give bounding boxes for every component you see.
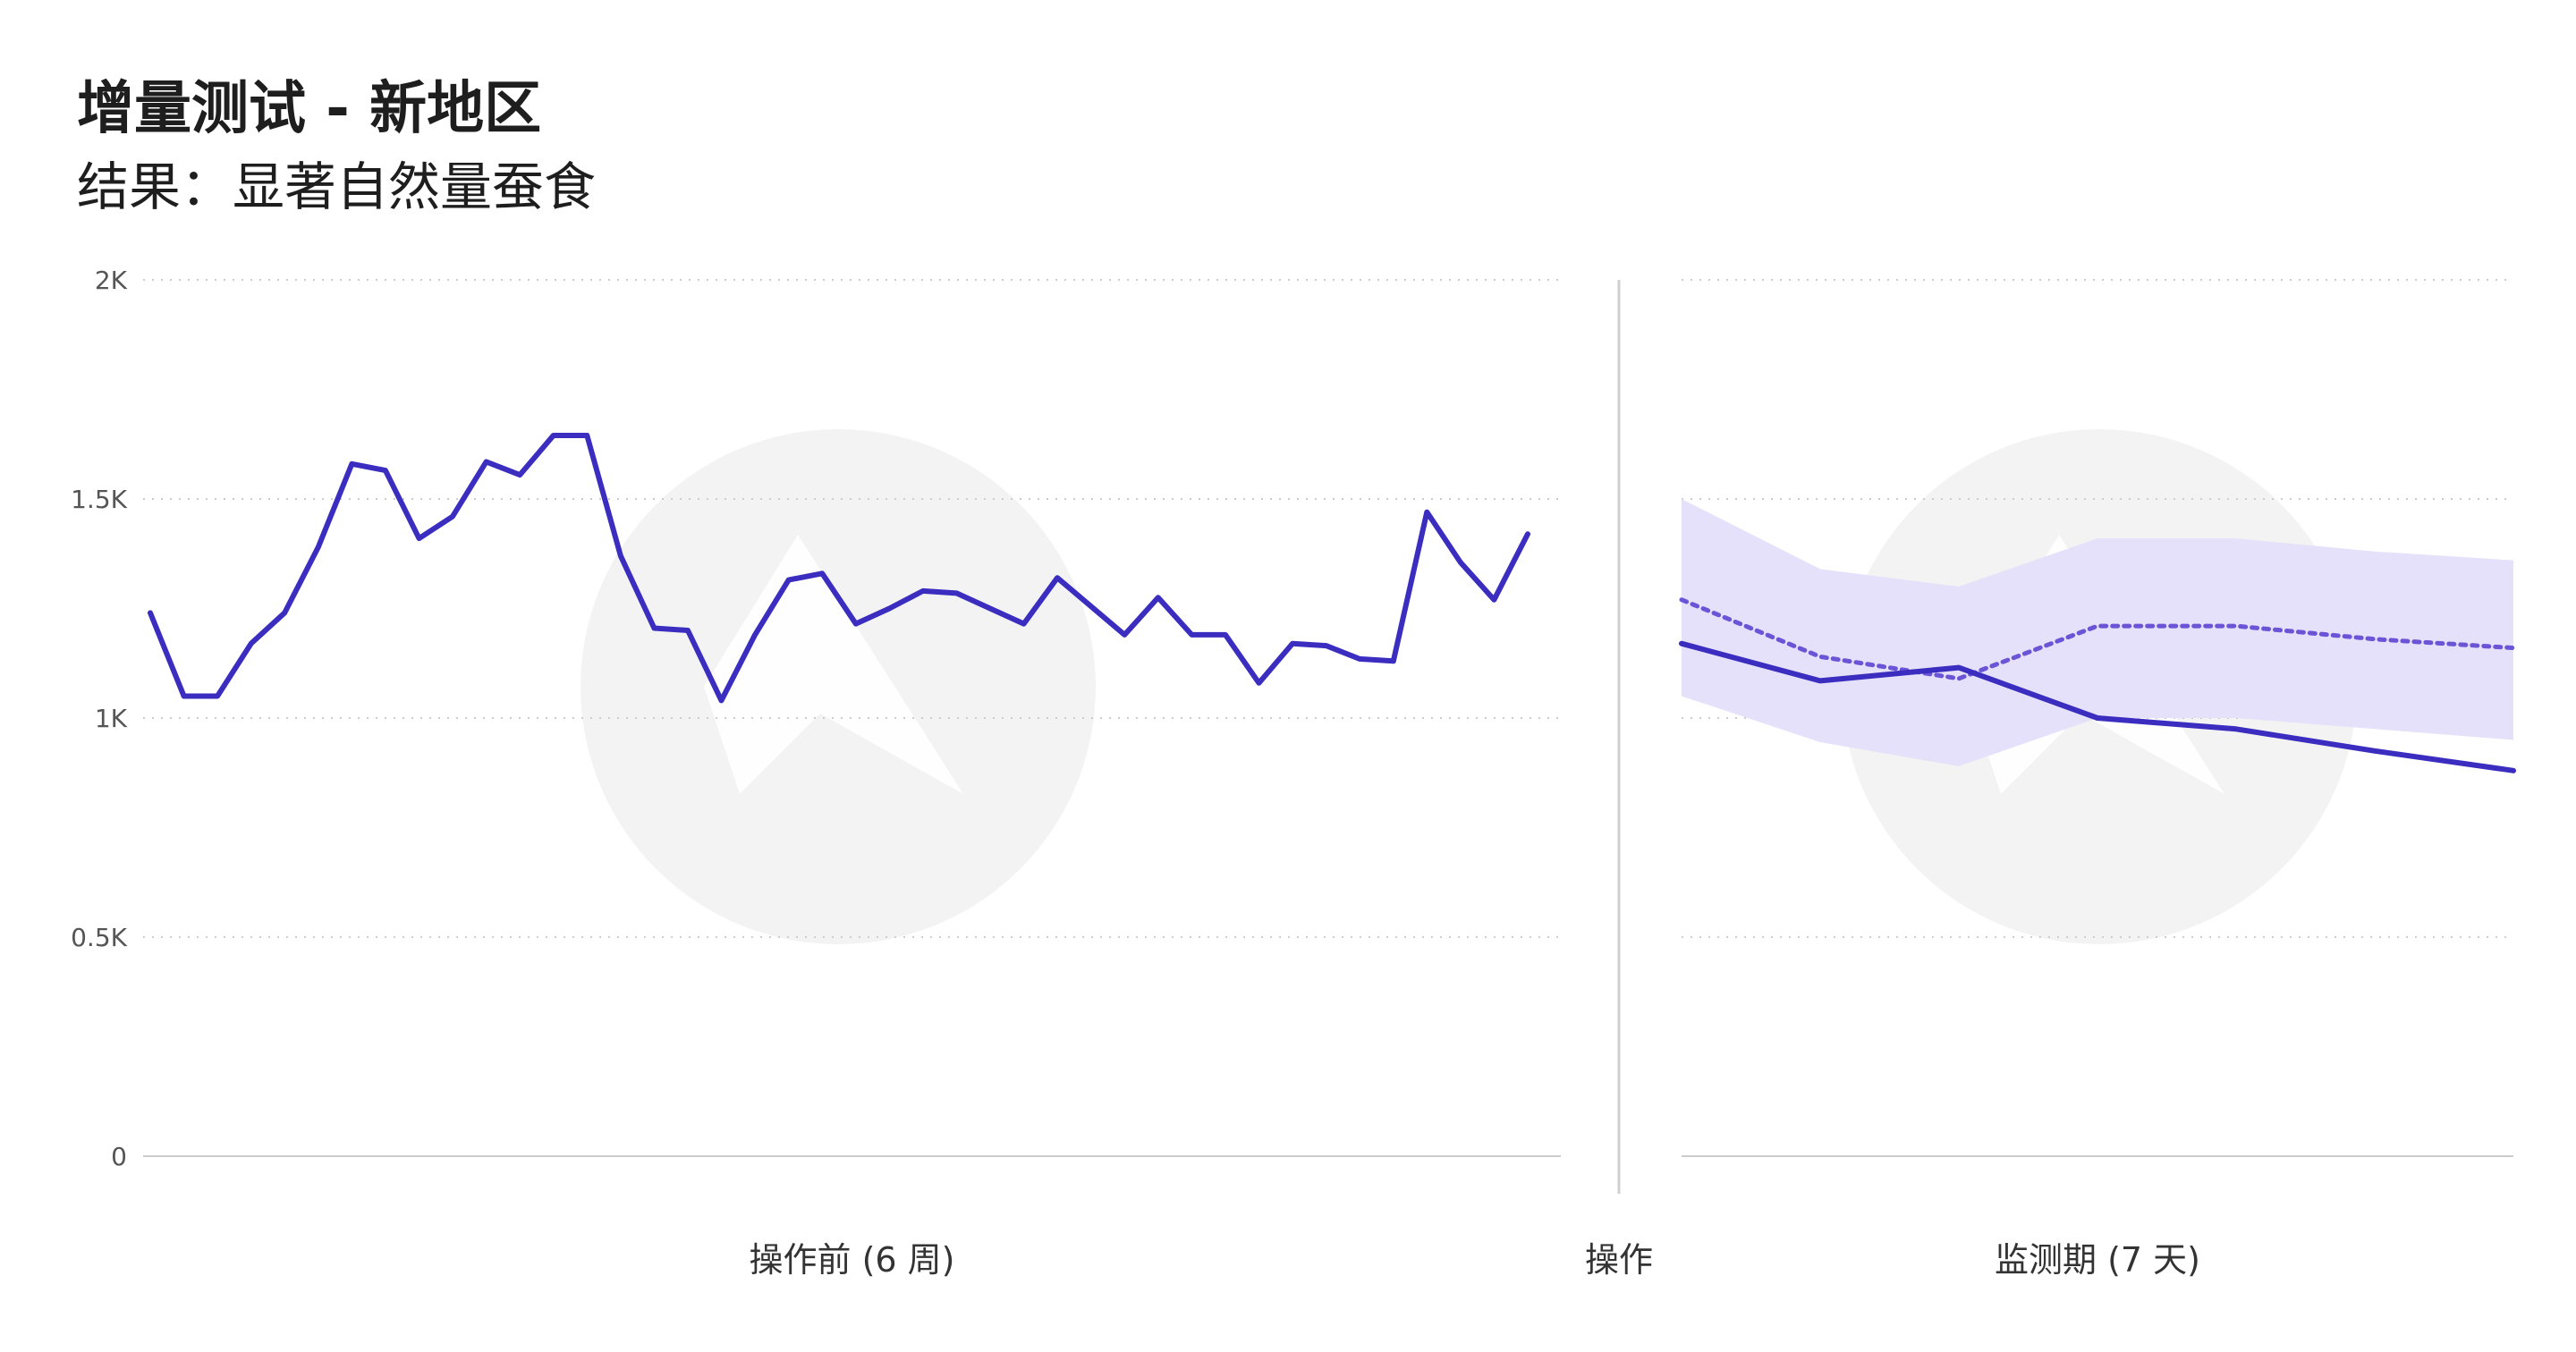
series-lines bbox=[148, 433, 2516, 773]
monitoring-period-label: 监测期 (7 天) bbox=[1995, 1240, 2200, 1280]
confidence-band bbox=[1682, 499, 2513, 766]
watermark-logo-icon bbox=[580, 429, 1096, 944]
pre-period-label: 操作前 (6 周) bbox=[750, 1240, 955, 1280]
confidence-band-layer bbox=[1682, 499, 2513, 766]
gridlines bbox=[143, 279, 2513, 1194]
x-axis-labels: 操作前 (6 周) 操作 监测期 (7 天) bbox=[750, 1240, 2201, 1280]
y-tick-label: 1K bbox=[95, 704, 128, 733]
y-tick-label: 2K bbox=[95, 266, 128, 295]
actual-line bbox=[1679, 640, 2516, 773]
pre-period-line bbox=[148, 433, 1530, 704]
action-label: 操作 bbox=[1585, 1240, 1653, 1280]
y-tick-label: 0 bbox=[111, 1142, 127, 1171]
y-tick-label: 1.5K bbox=[71, 485, 128, 514]
chart-subtitle: 结果：显著自然量蚕食 bbox=[77, 156, 597, 217]
expected-line bbox=[1679, 597, 2516, 681]
chart-title: 增量测试 - 新地区 bbox=[77, 76, 542, 142]
y-axis-ticks: 0 0.5K 1K 1.5K 2K bbox=[71, 266, 128, 1171]
y-tick-label: 0.5K bbox=[71, 923, 128, 952]
watermark-mark bbox=[704, 535, 963, 794]
